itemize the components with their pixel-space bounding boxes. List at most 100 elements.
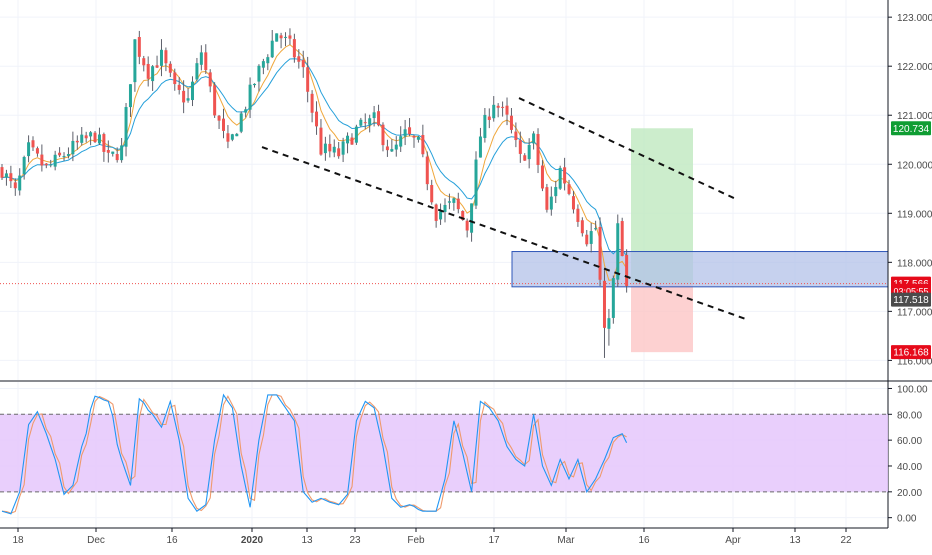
candle[interactable] bbox=[616, 223, 620, 280]
candle[interactable] bbox=[124, 107, 128, 147]
candle[interactable] bbox=[509, 115, 513, 130]
candle[interactable] bbox=[625, 254, 629, 286]
candle[interactable] bbox=[558, 167, 562, 189]
candle[interactable] bbox=[40, 154, 44, 166]
candle[interactable] bbox=[97, 134, 101, 144]
candle[interactable] bbox=[514, 131, 518, 141]
candle[interactable] bbox=[416, 136, 420, 140]
candle[interactable] bbox=[235, 133, 239, 137]
candle[interactable] bbox=[377, 111, 381, 126]
candle[interactable] bbox=[346, 135, 350, 144]
candle[interactable] bbox=[554, 187, 558, 197]
candle[interactable] bbox=[4, 173, 8, 178]
candle[interactable] bbox=[368, 118, 372, 125]
candle[interactable] bbox=[315, 111, 319, 127]
candle[interactable] bbox=[111, 151, 115, 154]
candle[interactable] bbox=[363, 122, 367, 124]
candle[interactable] bbox=[22, 157, 26, 175]
candle[interactable] bbox=[204, 52, 208, 71]
candle[interactable] bbox=[594, 228, 598, 230]
candle[interactable] bbox=[341, 141, 345, 155]
candle[interactable] bbox=[399, 136, 403, 147]
candle[interactable] bbox=[199, 52, 203, 65]
candle[interactable] bbox=[292, 39, 296, 58]
candle[interactable] bbox=[403, 129, 407, 137]
upper-trendline[interactable] bbox=[518, 97, 736, 200]
candle[interactable] bbox=[27, 142, 31, 157]
candle[interactable] bbox=[540, 165, 544, 189]
candle[interactable] bbox=[350, 137, 354, 145]
candle[interactable] bbox=[421, 135, 425, 155]
candle[interactable] bbox=[58, 152, 62, 156]
candle[interactable] bbox=[487, 116, 491, 120]
candle[interactable] bbox=[501, 106, 505, 108]
candle[interactable] bbox=[190, 81, 194, 101]
candle[interactable] bbox=[120, 145, 124, 161]
candle[interactable] bbox=[585, 234, 589, 245]
candle[interactable] bbox=[443, 204, 447, 212]
candle[interactable] bbox=[137, 37, 141, 57]
candle[interactable] bbox=[359, 119, 363, 126]
candle[interactable] bbox=[385, 146, 389, 151]
candle[interactable] bbox=[89, 132, 93, 137]
candle[interactable] bbox=[168, 63, 172, 73]
candle[interactable] bbox=[381, 124, 385, 146]
candle[interactable] bbox=[13, 182, 17, 189]
candle[interactable] bbox=[195, 63, 199, 80]
candle[interactable] bbox=[456, 198, 460, 210]
candle[interactable] bbox=[483, 114, 487, 138]
candle[interactable] bbox=[270, 40, 274, 58]
candle[interactable] bbox=[44, 163, 48, 166]
stop-zone[interactable] bbox=[631, 283, 693, 353]
candle[interactable] bbox=[328, 143, 332, 152]
candle[interactable] bbox=[146, 63, 150, 79]
candle[interactable] bbox=[478, 136, 482, 158]
candle[interactable] bbox=[306, 67, 310, 92]
candle[interactable] bbox=[155, 65, 159, 68]
candle[interactable] bbox=[580, 220, 584, 234]
candle[interactable] bbox=[0, 167, 4, 178]
candle[interactable] bbox=[434, 204, 438, 221]
candle[interactable] bbox=[527, 144, 531, 160]
candle[interactable] bbox=[430, 185, 434, 203]
candle[interactable] bbox=[159, 49, 163, 66]
candle[interactable] bbox=[549, 196, 553, 210]
candle[interactable] bbox=[505, 105, 509, 115]
candle[interactable] bbox=[576, 208, 580, 222]
candle[interactable] bbox=[332, 146, 336, 153]
candle[interactable] bbox=[66, 154, 70, 156]
candle[interactable] bbox=[208, 72, 212, 87]
candle[interactable] bbox=[226, 133, 230, 142]
candle[interactable] bbox=[9, 173, 13, 182]
candle[interactable] bbox=[62, 156, 66, 158]
candle[interactable] bbox=[284, 36, 288, 38]
candle[interactable] bbox=[217, 115, 221, 121]
candle[interactable] bbox=[598, 226, 602, 280]
candle[interactable] bbox=[496, 105, 500, 108]
candle[interactable] bbox=[452, 198, 456, 203]
candle[interactable] bbox=[354, 126, 358, 143]
candle[interactable] bbox=[279, 35, 283, 39]
candle[interactable] bbox=[71, 140, 75, 155]
candle[interactable] bbox=[106, 150, 110, 153]
candle[interactable] bbox=[567, 184, 571, 194]
candle[interactable] bbox=[412, 135, 416, 138]
candle[interactable] bbox=[288, 35, 292, 39]
candle[interactable] bbox=[611, 278, 615, 318]
candle[interactable] bbox=[115, 154, 119, 161]
candle[interactable] bbox=[239, 113, 243, 132]
candle[interactable] bbox=[523, 155, 527, 161]
candle[interactable] bbox=[474, 159, 478, 206]
candle[interactable] bbox=[80, 134, 84, 143]
candle[interactable] bbox=[275, 33, 279, 42]
candle[interactable] bbox=[571, 196, 575, 210]
candle[interactable] bbox=[93, 132, 97, 143]
candle[interactable] bbox=[182, 90, 186, 103]
candle[interactable] bbox=[248, 84, 252, 110]
candle[interactable] bbox=[532, 133, 536, 144]
candle[interactable] bbox=[266, 57, 270, 64]
candle[interactable] bbox=[84, 135, 88, 139]
candle[interactable] bbox=[49, 164, 53, 166]
candle[interactable] bbox=[177, 84, 181, 90]
candle[interactable] bbox=[607, 318, 611, 329]
